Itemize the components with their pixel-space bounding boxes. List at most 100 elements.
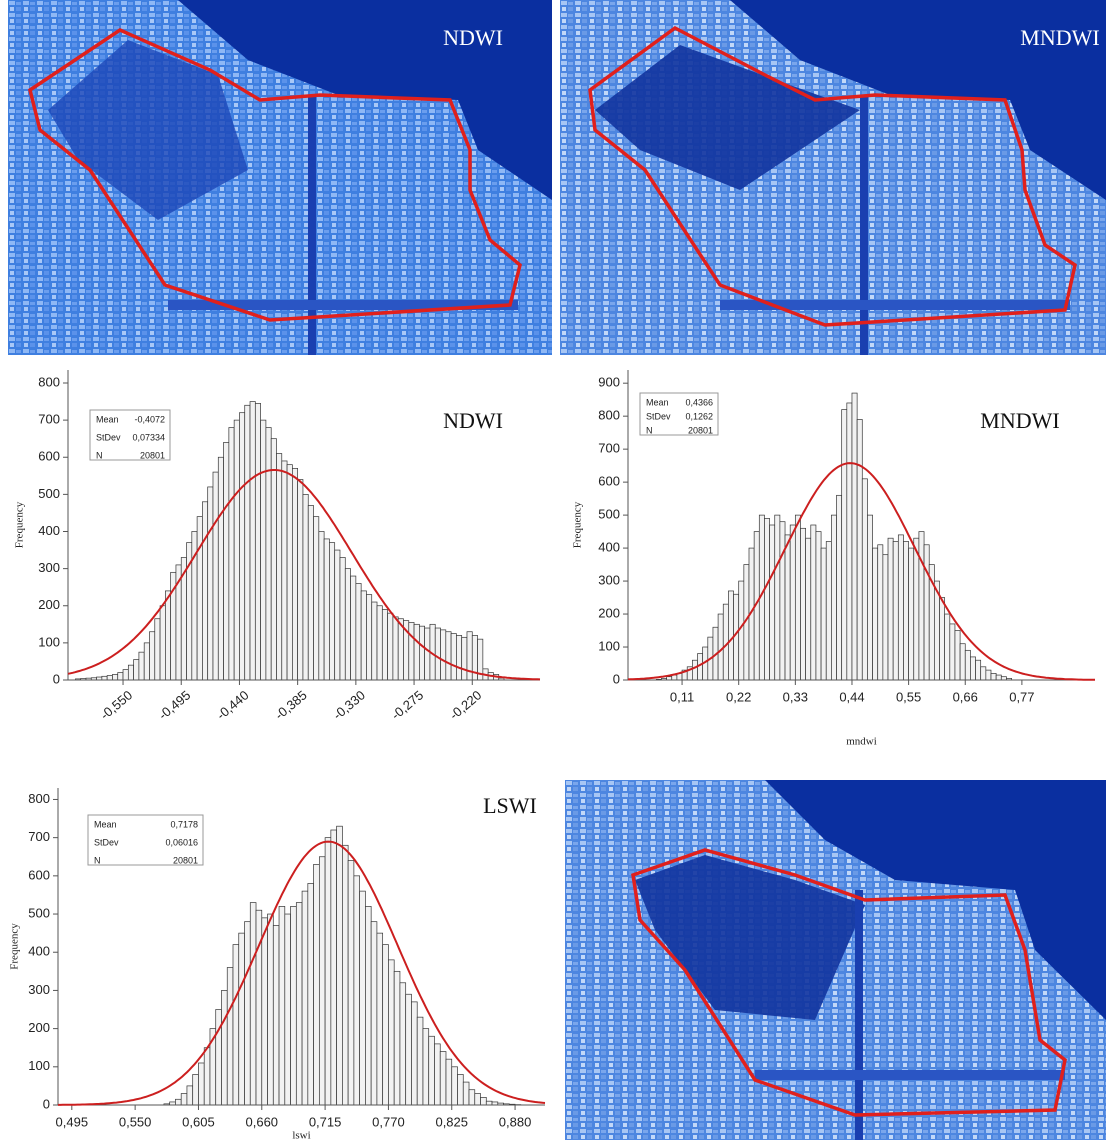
y-axis-label: Frequency <box>9 923 21 970</box>
x-tick-label: 0,33 <box>783 689 808 704</box>
bar <box>181 1094 187 1105</box>
y-tick-label: 600 <box>598 474 620 489</box>
bar <box>826 541 831 680</box>
bar <box>996 675 1001 680</box>
bar <box>356 583 361 680</box>
bar <box>112 674 117 680</box>
bar <box>187 1086 193 1105</box>
stats-label: N <box>646 425 653 435</box>
y-tick-label: 100 <box>598 638 620 653</box>
bar <box>233 945 239 1105</box>
bar <box>486 1101 492 1105</box>
bar <box>451 634 456 680</box>
mndwi-map: MNDWI <box>560 0 1106 355</box>
y-tick-label: 800 <box>598 408 620 423</box>
x-tick-label: 0,495 <box>56 1114 89 1129</box>
bar <box>467 632 472 680</box>
y-tick-label: 900 <box>598 375 620 390</box>
bar <box>319 857 325 1105</box>
bar <box>324 539 329 680</box>
bar <box>382 609 387 680</box>
bar <box>314 517 319 680</box>
bar <box>893 541 898 680</box>
bar <box>118 673 123 680</box>
stats-value: 0,07334 <box>132 432 165 442</box>
bar <box>919 532 924 680</box>
bar <box>780 522 785 680</box>
bar <box>245 922 251 1105</box>
bar <box>107 676 112 680</box>
bar <box>388 960 394 1105</box>
stats-value: 0,4366 <box>685 397 713 407</box>
bar <box>393 617 398 680</box>
bar <box>394 971 400 1105</box>
bar <box>308 883 314 1105</box>
bar <box>441 630 446 680</box>
bar <box>406 994 412 1105</box>
bar <box>239 933 245 1105</box>
bar <box>960 644 965 680</box>
bar <box>811 525 816 680</box>
y-tick-label: 400 <box>28 944 50 959</box>
bar <box>250 402 255 680</box>
bar <box>976 660 981 680</box>
bar <box>218 457 223 680</box>
y-tick-label: 700 <box>598 441 620 456</box>
bar <box>718 614 723 680</box>
bar <box>202 502 207 680</box>
bar <box>883 555 888 680</box>
x-tick-label: 0,770 <box>372 1114 405 1129</box>
bar <box>955 631 960 680</box>
bar <box>986 670 991 680</box>
bar <box>273 925 279 1105</box>
bar <box>446 1059 452 1105</box>
bar <box>340 557 345 680</box>
bar <box>261 420 266 680</box>
bar <box>337 826 343 1105</box>
stats-value: 0,7178 <box>170 819 198 829</box>
y-tick-label: 500 <box>38 486 60 501</box>
x-tick-label: 0,55 <box>896 689 921 704</box>
bar <box>452 1067 458 1105</box>
bar <box>878 545 883 680</box>
bar <box>245 405 250 680</box>
bar <box>308 506 313 680</box>
y-tick-label: 200 <box>28 1020 50 1035</box>
bar <box>377 606 382 680</box>
map-label: NDWI <box>443 25 503 50</box>
y-tick-label: 200 <box>38 597 60 612</box>
bar <box>800 528 805 680</box>
stats-label: Mean <box>94 819 117 829</box>
chart-title: LSWI <box>483 793 537 818</box>
bar <box>940 598 945 680</box>
bar <box>965 650 970 680</box>
bar <box>144 643 149 680</box>
chart-title: NDWI <box>443 408 503 433</box>
bar <box>692 660 697 680</box>
bar <box>314 864 320 1105</box>
bar <box>423 1029 429 1105</box>
x-tick-label: -0,440 <box>214 687 252 722</box>
bar <box>287 465 292 680</box>
y-tick-label: 0 <box>613 671 620 686</box>
bar <box>728 591 733 680</box>
stats-value: 20801 <box>173 855 198 865</box>
y-tick-label: 600 <box>28 867 50 882</box>
bar <box>775 515 780 680</box>
bar <box>945 614 950 680</box>
bar <box>425 628 430 680</box>
bar <box>250 903 256 1105</box>
bar <box>873 548 878 680</box>
bar <box>924 545 929 680</box>
x-tick-label: -0,385 <box>272 687 310 722</box>
bar <box>790 525 795 680</box>
bar <box>360 891 366 1105</box>
y-tick-label: 0 <box>53 671 60 686</box>
bar <box>419 626 424 680</box>
bar <box>276 454 281 680</box>
bar <box>216 1010 222 1105</box>
bar <box>229 428 234 680</box>
x-tick-label: -0,275 <box>388 687 426 722</box>
bar <box>329 543 334 680</box>
bar <box>842 410 847 680</box>
